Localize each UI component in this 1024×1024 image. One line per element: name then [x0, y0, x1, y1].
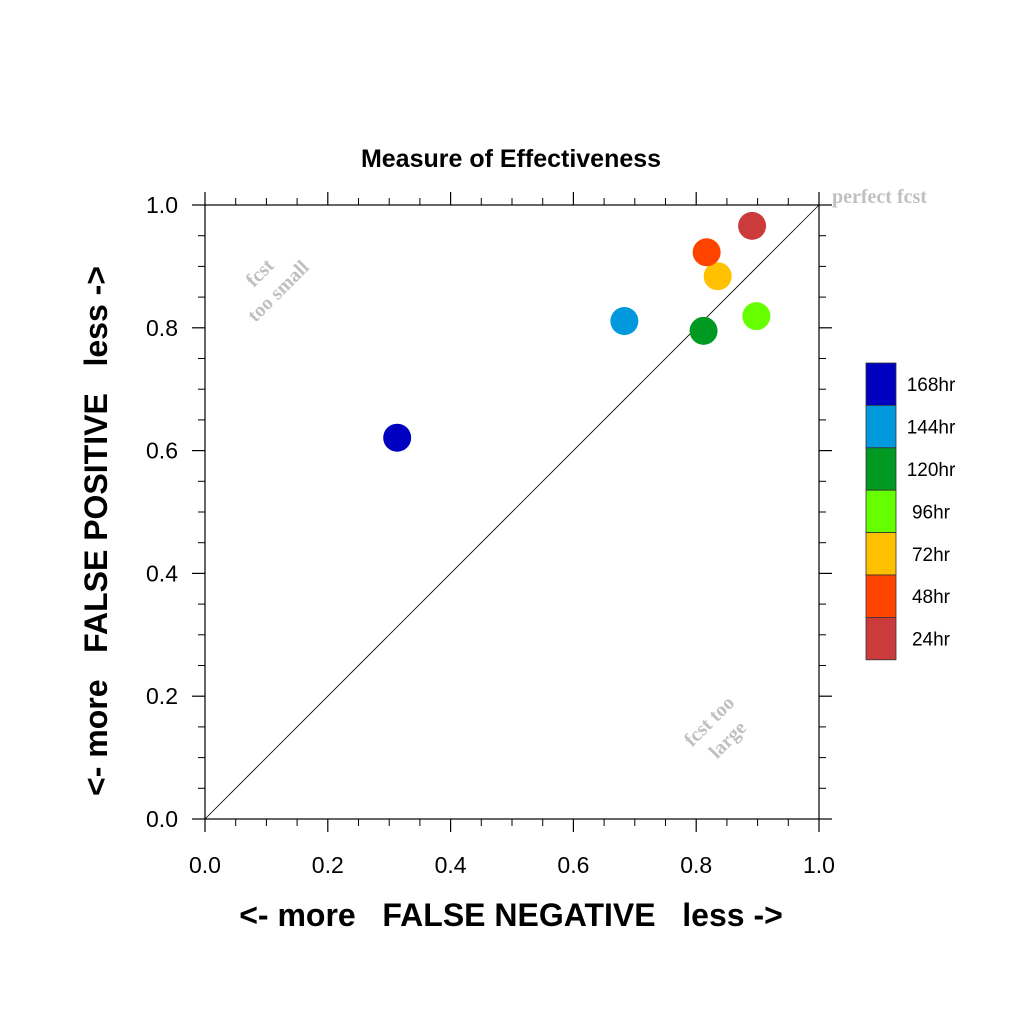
legend-swatch-24hr: [865, 617, 897, 661]
x-tick-label: 0.6: [557, 852, 589, 878]
legend-swatch-48hr: [865, 574, 897, 618]
data-point-72hr: [703, 262, 732, 291]
legend-label-168hr: 168hr: [907, 375, 956, 396]
y-tick-label: 0.6: [146, 438, 178, 464]
legend-swatch-120hr: [865, 447, 897, 491]
data-point-120hr: [689, 316, 718, 345]
legend-label-72hr: 72hr: [912, 545, 951, 566]
plot-axes: [192, 192, 832, 832]
legend-label-48hr: 48hr: [912, 587, 951, 608]
chart-title: Measure of Effectiveness: [361, 145, 661, 173]
y-tick-label: 0.4: [146, 560, 178, 586]
perfect-forecast-diagonal: [204, 204, 820, 820]
y-tick-label: 0.8: [146, 315, 178, 341]
x-tick-label: 0.8: [680, 852, 712, 878]
y-tick-label: 0.2: [146, 683, 178, 709]
legend-swatch-96hr: [865, 489, 897, 534]
legend-label-120hr: 120hr: [907, 460, 956, 481]
data-point-168hr: [383, 423, 412, 452]
legend-label-96hr: 96hr: [912, 502, 951, 523]
data-point-24hr: [738, 211, 767, 240]
data-point-144hr: [610, 307, 639, 336]
data-point-96hr: [742, 302, 771, 331]
data-points: [383, 211, 771, 452]
legend: 168hr 144hr 120hr 96hr 72hr 48hr 24hr: [865, 362, 956, 661]
data-point-48hr: [692, 238, 721, 267]
annotation-perfect-fcst: perfect fcst: [832, 186, 927, 208]
x-tick-label: 0.0: [189, 852, 221, 878]
legend-swatch-168hr: [865, 362, 897, 406]
legend-label-24hr: 24hr: [912, 630, 951, 651]
legend-swatch-144hr: [865, 404, 897, 449]
tick-labels: 0.0 0.2 0.4 0.6 0.8 1.0 0.0 0.2 0.4 0.6 0.8 1.0: [146, 192, 835, 878]
x-tick-label: 0.2: [312, 852, 344, 878]
legend-swatch-72hr: [865, 532, 897, 576]
y-tick-label: 0.0: [146, 806, 178, 832]
annotation-too-small: fcst too small: [242, 254, 314, 326]
y-axis-label: <- more FALSE POSITIVE less ->: [78, 266, 114, 796]
legend-label-144hr: 144hr: [907, 418, 956, 439]
x-tick-label: 0.4: [435, 852, 467, 878]
x-tick-label: 1.0: [803, 852, 835, 878]
y-tick-label: 1.0: [146, 192, 178, 218]
annotation-too-large: fcst too large: [680, 692, 751, 763]
x-axis-label: <- more FALSE NEGATIVE less ->: [239, 897, 783, 933]
